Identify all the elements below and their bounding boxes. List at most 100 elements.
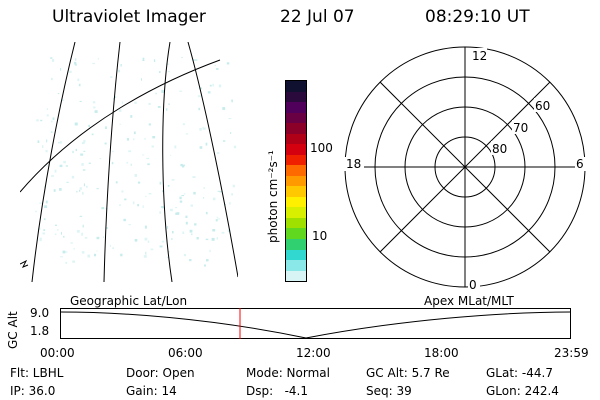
emission-speckle (203, 197, 205, 199)
emission-speckle (179, 200, 183, 203)
emission-speckle (134, 101, 137, 104)
altitude-plot (60, 308, 572, 339)
mlt-label-right: 6 (576, 157, 584, 171)
emission-speckle (205, 238, 209, 241)
emission-speckle (175, 212, 177, 215)
emission-speckle (53, 189, 56, 192)
emission-speckle (191, 233, 193, 236)
emission-speckle (40, 119, 43, 122)
emission-speckle (99, 158, 102, 160)
emission-speckle (157, 106, 161, 108)
emission-speckle (193, 191, 196, 195)
emission-speckle (35, 210, 37, 213)
info-gain: Gain: 14 (126, 384, 177, 398)
emission-speckle (159, 211, 161, 214)
emission-speckle (204, 264, 206, 267)
colorbar-band (286, 270, 306, 282)
emission-speckle (92, 101, 96, 104)
emission-speckle (65, 251, 68, 253)
emission-speckle (194, 223, 197, 226)
colorbar-band (286, 91, 306, 103)
altitude-plot-frame (60, 308, 571, 339)
emission-speckle (118, 69, 120, 73)
apex-title: Apex MLat/MLT (424, 294, 514, 308)
emission-speckle (209, 249, 211, 253)
emission-speckle (101, 207, 105, 210)
xtick-1800: 18:00 (424, 346, 459, 360)
emission-speckle (65, 165, 68, 167)
emission-speckle (42, 232, 46, 235)
emission-speckle (111, 161, 114, 165)
emission-speckle (74, 61, 77, 65)
colorbar-band (286, 217, 306, 229)
emission-speckle (54, 233, 57, 236)
emission-speckle (81, 142, 85, 145)
emission-speckle (115, 181, 118, 184)
emission-speckle (109, 244, 111, 247)
emission-speckle (123, 218, 126, 222)
mlt-label-left: 18 (346, 157, 361, 171)
info-gcalt: GC Alt: 5.7 Re (366, 366, 450, 380)
altitude-ytick-bottom: 1.8 (30, 324, 50, 338)
emission-speckle (205, 142, 208, 146)
emission-speckle (62, 250, 66, 254)
colorbar-tick-10: 10 (312, 229, 328, 243)
emission-speckle (42, 145, 44, 148)
emission-speckle (46, 114, 49, 117)
emission-speckle (217, 218, 221, 220)
emission-speckle (162, 190, 164, 193)
emission-speckle (182, 123, 185, 126)
emission-speckle (214, 64, 216, 66)
emission-speckle (209, 84, 212, 87)
emission-speckle (132, 201, 135, 205)
emission-speckle (144, 225, 147, 229)
emission-speckle (193, 59, 195, 62)
emission-speckle (175, 207, 178, 209)
emission-speckle (126, 138, 129, 141)
emission-speckle (170, 208, 173, 212)
emission-speckle (227, 229, 231, 233)
emission-speckle (82, 191, 84, 195)
emission-speckle (73, 247, 75, 250)
emission-speckle (46, 108, 49, 110)
emission-speckle (58, 141, 60, 144)
emission-speckle (105, 126, 107, 129)
emission-speckle (171, 179, 175, 181)
emission-speckle (231, 99, 233, 103)
emission-speckle (216, 237, 218, 240)
mlt-label-top: 12 (472, 49, 487, 63)
emission-speckle (75, 58, 77, 61)
emission-speckle (104, 142, 107, 145)
emission-speckle (43, 229, 46, 231)
altitude-ylabel: GC Alt (6, 311, 20, 349)
emission-speckle (72, 150, 74, 154)
emission-speckle (228, 118, 232, 120)
emission-speckle (63, 235, 65, 238)
emission-speckle (39, 237, 42, 239)
emission-speckle (50, 120, 53, 123)
emission-speckle (51, 77, 53, 81)
xtick-2359: 23:59 (554, 346, 589, 360)
emission-speckle (143, 255, 147, 258)
colorbar-band (286, 207, 306, 218)
emission-speckle (211, 237, 215, 241)
altitude-curve (60, 311, 572, 339)
emission-speckle (222, 140, 226, 142)
emission-speckle (213, 197, 216, 201)
emission-speckle (110, 76, 113, 78)
emission-speckle (83, 139, 86, 143)
emission-speckle (97, 57, 99, 60)
emission-speckle (65, 261, 68, 264)
info-flt: Flt: LBHL (10, 366, 64, 380)
emission-speckle (182, 231, 185, 234)
emission-speckle (148, 102, 151, 105)
emission-speckle (221, 231, 225, 234)
emission-speckle (142, 57, 145, 61)
emission-speckle (130, 163, 132, 166)
emission-speckle (39, 238, 42, 242)
emission-speckle (51, 175, 54, 177)
emission-speckle (231, 193, 233, 196)
emission-speckle (148, 193, 152, 195)
emission-speckle (148, 123, 151, 126)
emission-speckle (78, 83, 81, 87)
